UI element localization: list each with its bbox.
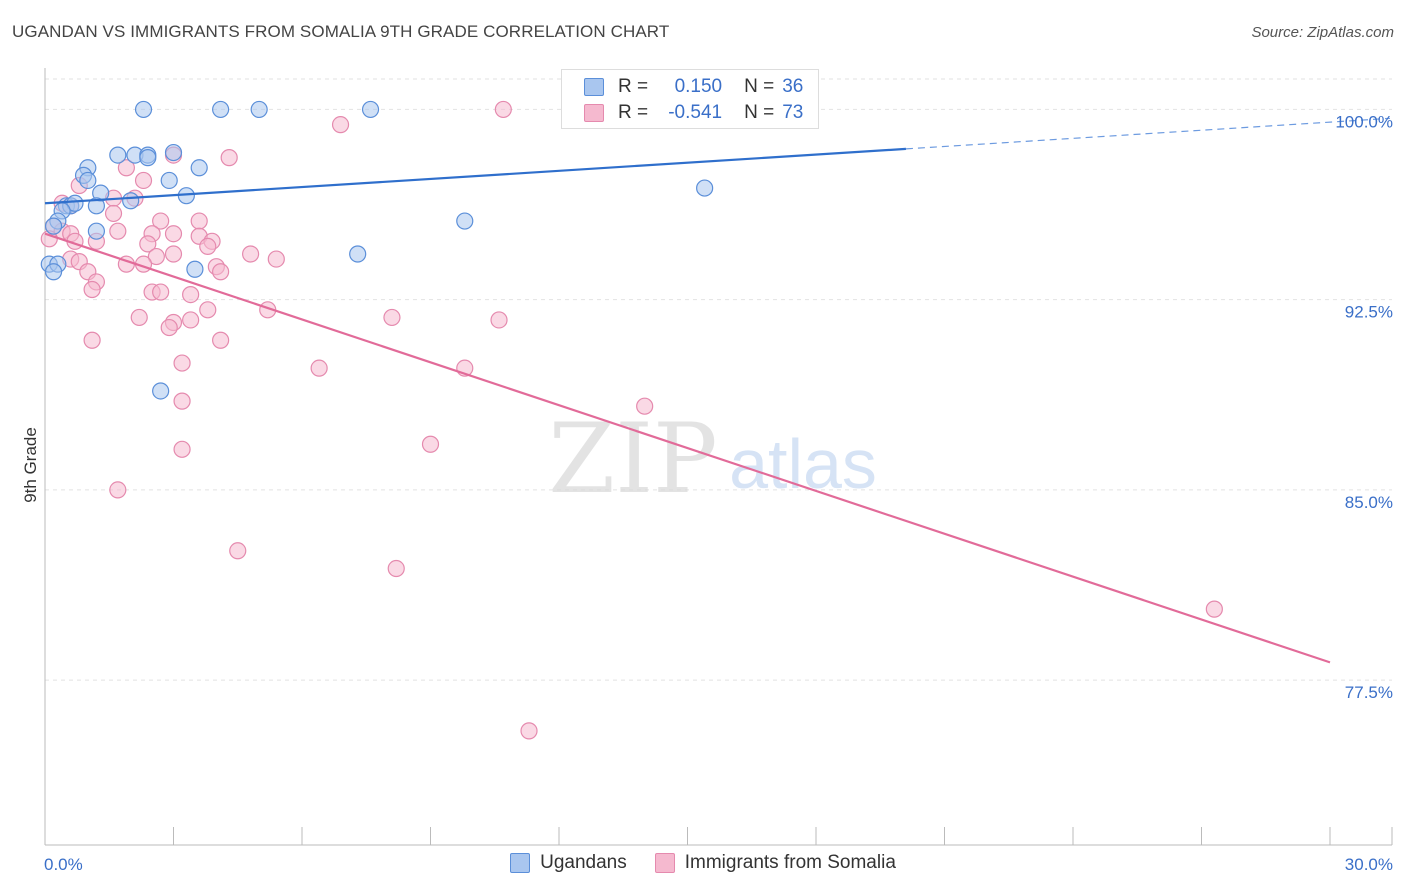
somalia-point: [199, 237, 217, 256]
series-legend: Ugandans Immigrants from Somalia: [0, 852, 1406, 874]
somalia-trend-line: [44, 232, 1331, 664]
ugandans-point: [139, 149, 157, 167]
somalia-point: [182, 311, 200, 329]
somalia-point: [152, 283, 170, 301]
somalia-point: [383, 308, 401, 327]
legend-item-ugandans[interactable]: Ugandans: [510, 852, 627, 874]
ugandans-point: [212, 100, 230, 119]
y-tick-label: 100.0%: [1335, 112, 1393, 131]
ugandans-point: [361, 100, 380, 119]
legend-swatch-ugandans: [510, 853, 531, 873]
somalia-point: [160, 318, 178, 337]
somalia-point: [83, 331, 101, 349]
correlation-legend: R = 0.150 N = 36 R = -0.541 N = 73: [561, 69, 819, 129]
somalia-point: [104, 204, 123, 223]
ugandans-point: [44, 217, 63, 235]
legend-row-somalia: R = -0.541 N = 73: [584, 102, 803, 124]
legend-n-value: 36: [782, 76, 804, 97]
legend-n-label: N =: [744, 102, 775, 123]
somalia-point: [109, 222, 127, 240]
somalia-point: [490, 311, 508, 329]
somalia-point: [310, 359, 328, 377]
chart-title: UGANDAN VS IMMIGRANTS FROM SOMALIA 9TH G…: [12, 22, 670, 41]
somalia-point: [636, 397, 654, 415]
somalia-point: [83, 280, 101, 299]
y-axis-label: 9th Grade: [21, 427, 40, 503]
ugandans-point: [160, 171, 178, 190]
ugandans-trend-line: [44, 147, 907, 205]
ugandans-point: [122, 192, 140, 210]
ugandans-point: [66, 194, 84, 212]
ugandans-point: [44, 263, 63, 281]
somalia-point: [109, 481, 127, 499]
legend-r-value: -0.541: [668, 102, 723, 123]
ugandans-trend-extension: [905, 117, 1391, 150]
somalia-point: [164, 245, 183, 263]
legend-n-value: 73: [782, 102, 804, 123]
somalia-point: [199, 301, 217, 319]
ugandans-point: [134, 100, 153, 119]
somalia-point: [229, 542, 247, 560]
somalia-point: [267, 250, 285, 268]
legend-row-ugandans: R = 0.150 N = 36: [584, 76, 803, 98]
watermark-zip: ZIP: [548, 403, 717, 515]
watermark-atlas: atlas: [729, 425, 877, 503]
legend-r-value: 0.150: [674, 76, 723, 97]
somalia-point: [173, 440, 191, 458]
legend-r-label: R =: [618, 76, 649, 97]
somalia-point: [173, 392, 191, 410]
somalia-point: [182, 285, 200, 304]
legend-swatch-somalia: [584, 104, 604, 122]
ugandans-point: [109, 146, 127, 164]
somalia-point: [134, 171, 153, 190]
somalia-point: [331, 116, 350, 134]
somalia-point: [1205, 600, 1223, 618]
somalia-point: [164, 225, 183, 243]
legend-r-label: R =: [618, 102, 649, 123]
legend-label-ugandans: Ugandans: [540, 852, 627, 873]
ugandans-point: [456, 212, 474, 230]
legend-n-label: N =: [744, 76, 775, 97]
somalia-point: [494, 100, 512, 119]
somalia-point: [220, 149, 238, 167]
somalia-point: [242, 245, 260, 263]
somalia-point: [147, 247, 165, 266]
y-tick-label: 92.5%: [1345, 303, 1393, 322]
ugandans-point: [87, 222, 106, 240]
ugandans-point: [349, 245, 367, 263]
x-tick-label: 0.0%: [44, 855, 83, 874]
y-tick-label: 77.5%: [1345, 683, 1393, 702]
ugandans-point: [152, 382, 170, 400]
somalia-point: [139, 235, 157, 253]
ugandans-point: [87, 197, 106, 215]
somalia-point: [520, 722, 538, 740]
legend-label-somalia: Immigrants from Somalia: [684, 852, 896, 873]
somalia-point: [117, 159, 135, 177]
legend-swatch-ugandans: [584, 78, 604, 96]
y-tick-label: 85.0%: [1345, 493, 1393, 512]
legend-swatch-somalia: [654, 853, 675, 873]
legend-item-somalia[interactable]: Immigrants from Somalia: [654, 852, 896, 874]
somalia-point: [152, 212, 170, 230]
ugandans-point: [190, 159, 208, 177]
ugandans-point: [79, 171, 97, 190]
somalia-point: [212, 331, 230, 349]
x-tick-label: 30.0%: [1345, 855, 1393, 874]
ugandans-point: [696, 179, 714, 197]
ugandans-point: [186, 260, 204, 278]
somalia-point: [173, 354, 191, 372]
somalia-point: [130, 308, 148, 327]
ugandans-point: [250, 100, 268, 119]
somalia-point: [387, 559, 405, 578]
somalia-point: [190, 212, 208, 230]
source-label: Source: ZipAtlas.com: [1251, 24, 1394, 41]
somalia-point: [421, 435, 440, 453]
ugandans-point: [164, 143, 183, 162]
somalia-point: [212, 263, 230, 281]
